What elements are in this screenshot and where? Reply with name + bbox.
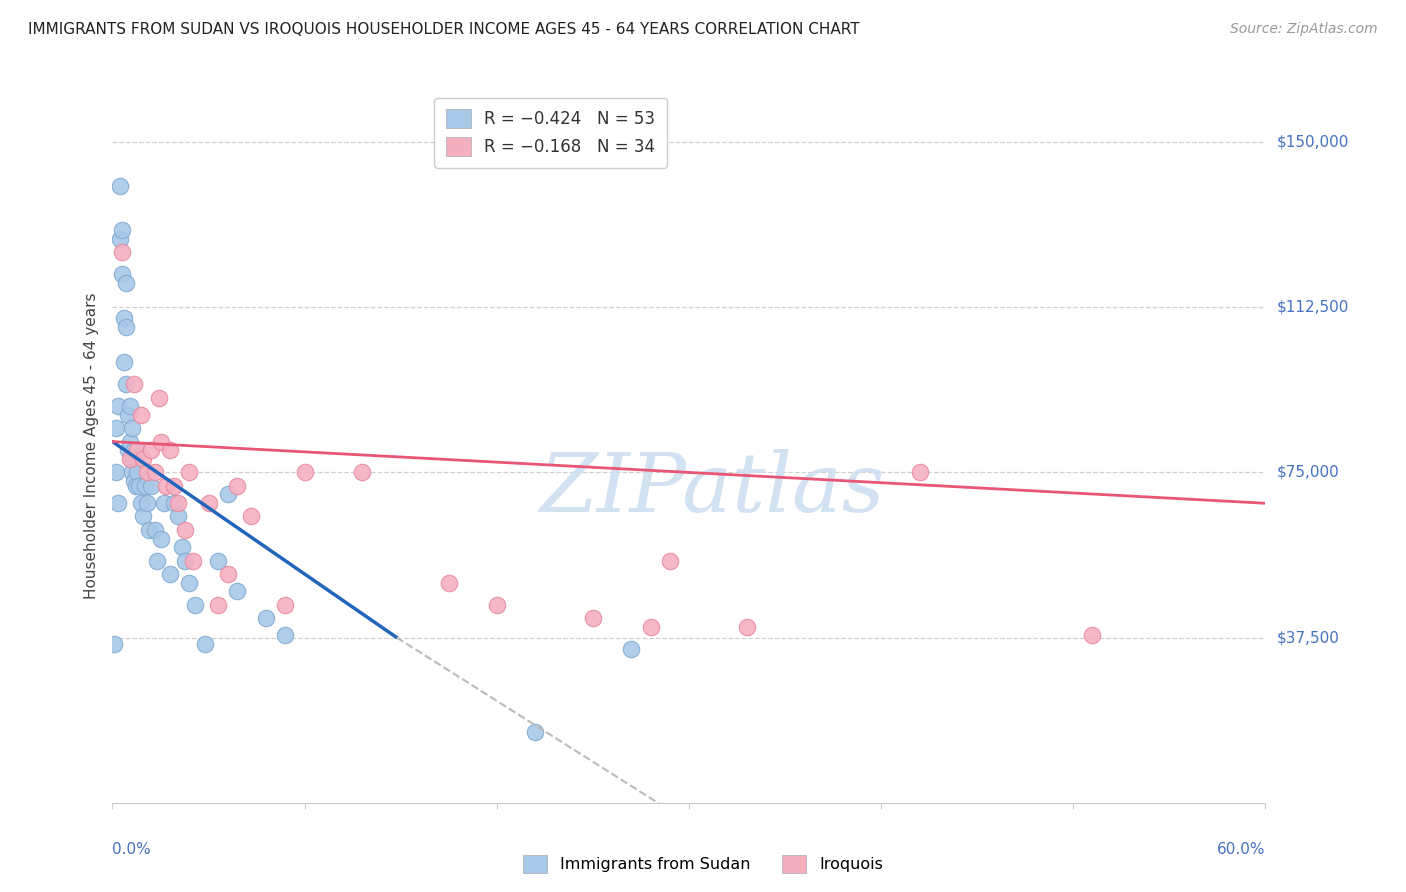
Point xyxy=(226,584,249,599)
Point xyxy=(149,434,172,449)
Point xyxy=(129,408,153,422)
Point xyxy=(184,598,207,612)
Point xyxy=(148,391,170,405)
Point xyxy=(124,478,146,492)
Point xyxy=(117,408,139,422)
Point xyxy=(159,566,181,581)
Point xyxy=(294,466,316,480)
Point xyxy=(127,466,149,480)
Text: Source: ZipAtlas.com: Source: ZipAtlas.com xyxy=(1230,22,1378,37)
Point xyxy=(437,575,460,590)
Text: $150,000: $150,000 xyxy=(1277,135,1348,150)
Point xyxy=(121,452,143,467)
Point xyxy=(207,598,229,612)
Point xyxy=(117,443,139,458)
Point xyxy=(194,637,217,651)
Point xyxy=(115,276,138,290)
Point xyxy=(112,311,135,326)
Y-axis label: Householder Income Ages 45 - 64 years: Householder Income Ages 45 - 64 years xyxy=(83,293,98,599)
Point xyxy=(166,496,188,510)
Point xyxy=(111,223,134,237)
Text: $37,500: $37,500 xyxy=(1277,630,1340,645)
Point xyxy=(1081,628,1104,642)
Point xyxy=(121,466,143,480)
Point xyxy=(129,496,153,510)
Point xyxy=(139,443,162,458)
Point xyxy=(107,496,129,510)
Point xyxy=(174,553,197,567)
Point xyxy=(179,466,201,480)
Point xyxy=(111,245,134,260)
Point xyxy=(153,496,176,510)
Text: 0.0%: 0.0% xyxy=(112,842,152,856)
Point xyxy=(640,619,662,633)
Point xyxy=(239,509,262,524)
Point xyxy=(118,434,141,449)
Point xyxy=(485,598,508,612)
Point xyxy=(122,475,145,489)
Point xyxy=(658,553,681,567)
Text: IMMIGRANTS FROM SUDAN VS IROQUOIS HOUSEHOLDER INCOME AGES 45 - 64 YEARS CORRELAT: IMMIGRANTS FROM SUDAN VS IROQUOIS HOUSEH… xyxy=(28,22,859,37)
Point xyxy=(274,598,297,612)
Point xyxy=(582,611,605,625)
Point xyxy=(139,478,162,492)
Point xyxy=(155,478,177,492)
Point xyxy=(111,267,134,281)
Point xyxy=(136,466,159,480)
Point xyxy=(170,541,193,555)
Point xyxy=(197,496,219,510)
Point xyxy=(134,478,156,492)
Point xyxy=(132,509,155,524)
Point xyxy=(124,452,146,467)
Point xyxy=(620,641,643,656)
Point xyxy=(143,466,166,480)
Legend: Immigrants from Sudan, Iroquois: Immigrants from Sudan, Iroquois xyxy=(517,848,889,880)
Point xyxy=(128,478,150,492)
Point xyxy=(274,628,297,642)
Point xyxy=(181,553,204,567)
Text: 60.0%: 60.0% xyxy=(1218,842,1265,856)
Point xyxy=(115,377,138,392)
Point xyxy=(217,566,239,581)
Point xyxy=(226,478,249,492)
Point xyxy=(127,443,149,458)
Point xyxy=(143,523,166,537)
Point xyxy=(163,496,186,510)
Point xyxy=(127,443,149,458)
Point xyxy=(352,466,374,480)
Point xyxy=(121,421,143,435)
Point xyxy=(136,496,159,510)
Point xyxy=(103,637,125,651)
Point xyxy=(179,575,201,590)
Point xyxy=(524,725,547,739)
Text: $112,500: $112,500 xyxy=(1277,300,1348,315)
Point xyxy=(908,466,931,480)
Text: $75,000: $75,000 xyxy=(1277,465,1340,480)
Text: ZIPatlas: ZIPatlas xyxy=(540,449,884,529)
Point xyxy=(122,377,145,392)
Point xyxy=(159,443,181,458)
Point xyxy=(105,421,128,435)
Point xyxy=(118,452,141,467)
Point xyxy=(105,466,128,480)
Point xyxy=(166,509,188,524)
Point xyxy=(118,400,141,414)
Legend: R = −0.424   N = 53, R = −0.168   N = 34: R = −0.424 N = 53, R = −0.168 N = 34 xyxy=(434,97,666,168)
Point xyxy=(149,532,172,546)
Point xyxy=(207,553,229,567)
Point xyxy=(138,523,160,537)
Point xyxy=(217,487,239,501)
Point xyxy=(112,355,135,369)
Point xyxy=(163,478,186,492)
Point xyxy=(122,443,145,458)
Point xyxy=(108,232,131,246)
Point xyxy=(107,400,129,414)
Point xyxy=(735,619,758,633)
Point xyxy=(108,179,131,194)
Point xyxy=(132,452,155,467)
Point xyxy=(254,611,277,625)
Point xyxy=(145,553,167,567)
Point xyxy=(174,523,197,537)
Point xyxy=(115,320,138,334)
